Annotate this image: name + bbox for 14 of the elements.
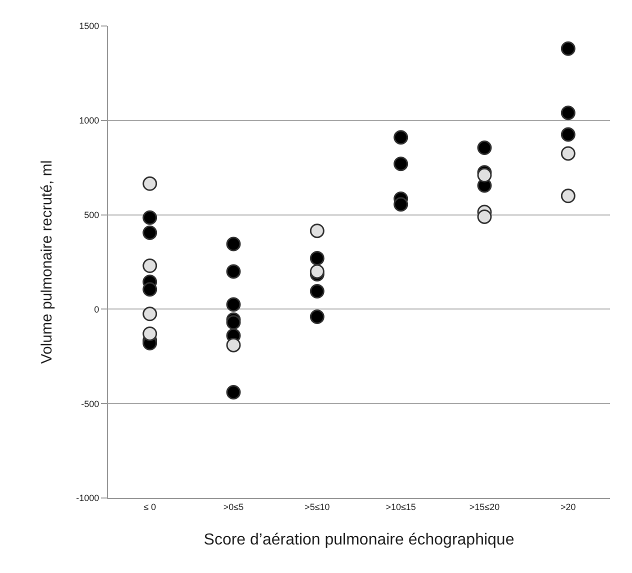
y-tick-label: 500 [84, 210, 100, 220]
x-tick-label: >15≤20 [469, 502, 500, 512]
y-axis-title: Volume pulmonaire recruté, ml [38, 160, 56, 364]
x-tick-label: >10≤15 [386, 502, 416, 512]
x-tick-label: ≤ 0 [144, 502, 156, 512]
y-tick-label: -1000 [76, 493, 100, 504]
x-tick-label: >0≤5 [223, 502, 244, 512]
y-tick-label: 1500 [79, 21, 100, 32]
y-tick-label: -500 [81, 398, 100, 409]
y-tick-label: 0 [94, 304, 100, 314]
x-axis-title: Score d’aération pulmonaire échographique [204, 532, 514, 548]
x-tick-label: >20 [560, 502, 576, 512]
y-tick-label: 1000 [79, 116, 100, 126]
x-tick-label: >5≤10 [304, 502, 330, 512]
